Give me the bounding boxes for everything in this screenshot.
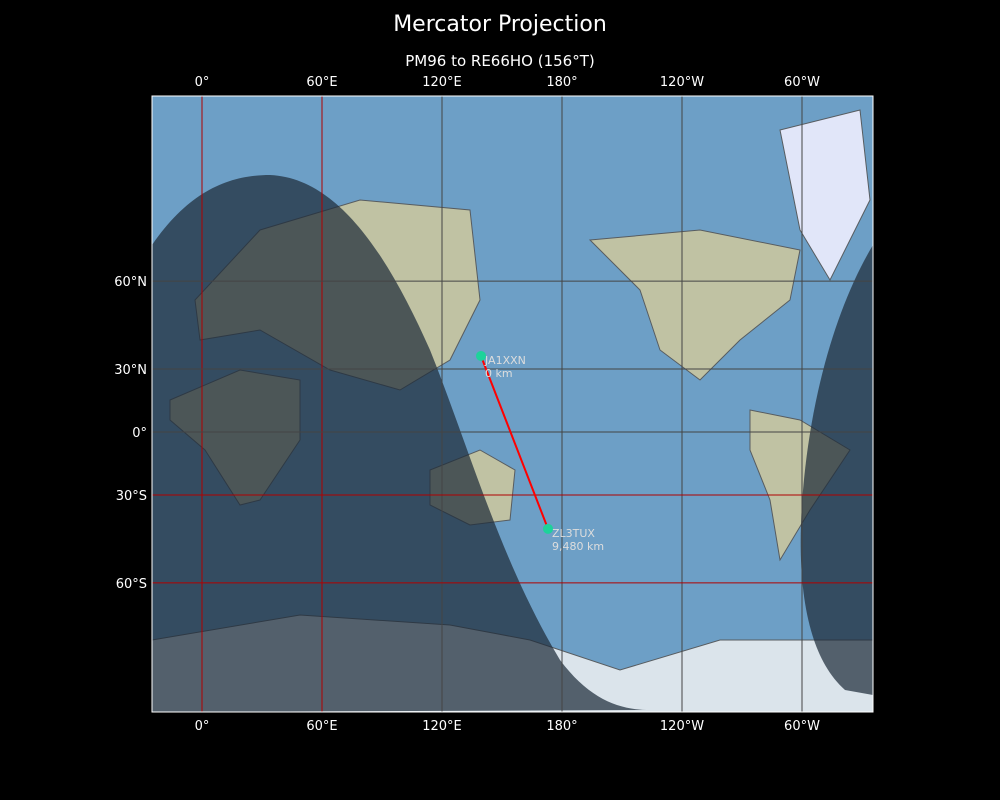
lon-tick-label-top: 120°E [422, 75, 462, 90]
station-callsign: ZL3TUX [552, 527, 595, 540]
lat-tick-label: 60°N [114, 275, 147, 290]
map-subtitle: PM96 to RE66HO (156°T) [405, 52, 595, 70]
lon-tick-label-bottom: 120°E [422, 719, 462, 734]
station-distance: 9,480 km [552, 540, 604, 553]
lat-tick-label: 60°S [116, 577, 147, 592]
lon-tick-label-top: 0° [195, 75, 210, 90]
lon-tick-label-top: 120°W [660, 75, 704, 90]
lat-tick-label: 30°S [116, 489, 147, 504]
lat-tick-label: 30°N [114, 363, 147, 378]
night-shading [152, 175, 650, 712]
lon-tick-label-top: 60°E [306, 75, 337, 90]
lon-tick-label-top: 180° [546, 75, 577, 90]
station-callsign: JA1XXN [484, 354, 526, 367]
station-distance: 0 km [485, 367, 513, 380]
lon-tick-label-bottom: 180° [546, 719, 577, 734]
lat-tick-label: 0° [132, 426, 147, 441]
lon-tick-label-bottom: 60°W [784, 719, 820, 734]
station-marker [476, 350, 486, 361]
map-frame [151, 95, 874, 713]
figure-title: Mercator Projection [393, 12, 607, 37]
lon-tick-label-bottom: 120°W [660, 719, 704, 734]
lon-tick-label-bottom: 60°E [306, 719, 337, 734]
great-circle-path [480, 355, 549, 530]
lon-tick-label-top: 60°W [784, 75, 820, 90]
station-marker [543, 523, 553, 534]
lon-tick-label-bottom: 0° [195, 719, 210, 734]
